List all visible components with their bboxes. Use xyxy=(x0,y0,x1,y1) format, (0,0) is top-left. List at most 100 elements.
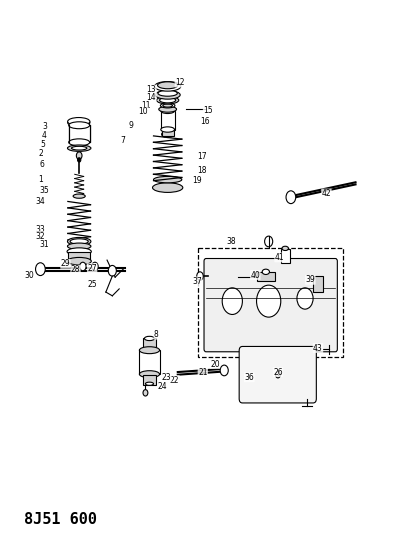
Circle shape xyxy=(80,262,86,271)
Text: 1: 1 xyxy=(38,175,43,183)
Text: 8: 8 xyxy=(154,330,159,339)
Bar xyxy=(139,350,160,374)
Ellipse shape xyxy=(69,139,90,146)
Text: 20: 20 xyxy=(210,360,220,368)
Circle shape xyxy=(222,288,242,314)
Ellipse shape xyxy=(158,82,178,88)
Ellipse shape xyxy=(158,90,177,96)
Text: 22: 22 xyxy=(170,376,179,384)
Ellipse shape xyxy=(67,145,91,151)
Text: 30: 30 xyxy=(24,271,34,279)
Ellipse shape xyxy=(160,103,175,108)
Ellipse shape xyxy=(282,246,288,251)
Ellipse shape xyxy=(262,269,269,274)
Ellipse shape xyxy=(161,108,175,114)
Text: 6: 6 xyxy=(40,160,45,168)
Text: 27: 27 xyxy=(87,264,97,272)
Ellipse shape xyxy=(67,248,91,255)
Text: 39: 39 xyxy=(305,276,315,284)
Circle shape xyxy=(92,262,98,271)
Text: 19: 19 xyxy=(192,176,202,184)
Bar xyxy=(143,375,156,385)
Text: 18: 18 xyxy=(197,166,207,175)
Ellipse shape xyxy=(68,119,90,127)
Ellipse shape xyxy=(163,104,173,107)
Text: 31: 31 xyxy=(40,240,49,248)
Ellipse shape xyxy=(161,127,175,132)
Circle shape xyxy=(257,285,281,317)
Bar xyxy=(69,125,90,142)
Text: 34: 34 xyxy=(36,197,45,206)
Bar xyxy=(143,338,156,350)
Text: 35: 35 xyxy=(40,187,49,195)
Ellipse shape xyxy=(144,336,154,341)
Text: 14: 14 xyxy=(147,93,156,101)
Circle shape xyxy=(78,158,81,162)
Ellipse shape xyxy=(155,91,180,99)
Ellipse shape xyxy=(154,82,181,91)
Ellipse shape xyxy=(67,257,91,265)
Circle shape xyxy=(36,263,45,276)
Ellipse shape xyxy=(162,125,174,131)
Text: 17: 17 xyxy=(197,152,207,160)
Text: 15: 15 xyxy=(203,106,213,115)
Ellipse shape xyxy=(162,131,174,138)
Text: 36: 36 xyxy=(244,373,254,382)
Text: 25: 25 xyxy=(87,280,97,288)
Bar xyxy=(162,128,174,136)
Text: 32: 32 xyxy=(36,232,45,240)
Ellipse shape xyxy=(67,243,91,249)
Text: 40: 40 xyxy=(250,271,260,279)
Text: 42: 42 xyxy=(322,189,331,198)
Text: 21: 21 xyxy=(198,368,208,376)
Text: 43: 43 xyxy=(313,344,323,352)
Text: 2: 2 xyxy=(38,149,43,158)
Text: 28: 28 xyxy=(71,265,80,274)
Ellipse shape xyxy=(159,106,177,112)
Bar xyxy=(257,272,275,281)
Ellipse shape xyxy=(157,96,179,104)
Circle shape xyxy=(286,191,296,204)
Text: 3: 3 xyxy=(42,123,47,131)
Text: 4: 4 xyxy=(42,132,47,140)
Text: 8J51 600: 8J51 600 xyxy=(24,512,97,527)
Text: 41: 41 xyxy=(275,253,284,262)
Text: 23: 23 xyxy=(162,373,171,382)
FancyBboxPatch shape xyxy=(239,346,316,403)
Bar xyxy=(281,249,290,263)
Bar xyxy=(69,125,90,142)
Ellipse shape xyxy=(160,98,176,103)
Bar xyxy=(68,252,90,261)
Circle shape xyxy=(108,265,116,276)
Ellipse shape xyxy=(67,238,91,245)
Bar xyxy=(198,248,343,357)
Ellipse shape xyxy=(154,176,182,183)
Circle shape xyxy=(76,152,82,159)
Text: 5: 5 xyxy=(40,141,45,149)
Text: 33: 33 xyxy=(36,225,45,233)
Circle shape xyxy=(265,236,273,247)
Text: 38: 38 xyxy=(226,237,236,246)
Bar xyxy=(313,276,323,292)
Circle shape xyxy=(220,365,228,376)
Ellipse shape xyxy=(69,122,90,128)
Ellipse shape xyxy=(145,382,154,385)
FancyBboxPatch shape xyxy=(204,259,337,352)
Text: 26: 26 xyxy=(273,368,283,376)
Text: 9: 9 xyxy=(129,121,134,130)
Ellipse shape xyxy=(72,146,87,150)
Text: 12: 12 xyxy=(175,78,185,87)
Ellipse shape xyxy=(139,347,160,354)
Circle shape xyxy=(197,272,203,280)
Ellipse shape xyxy=(70,239,88,244)
Text: 10: 10 xyxy=(139,108,148,116)
Text: 11: 11 xyxy=(141,101,151,109)
Ellipse shape xyxy=(73,194,85,198)
Text: 24: 24 xyxy=(158,383,167,391)
Ellipse shape xyxy=(153,183,183,192)
Bar xyxy=(161,111,175,130)
Ellipse shape xyxy=(139,371,160,377)
Ellipse shape xyxy=(68,118,90,126)
Text: 13: 13 xyxy=(147,85,156,94)
Circle shape xyxy=(297,288,313,309)
